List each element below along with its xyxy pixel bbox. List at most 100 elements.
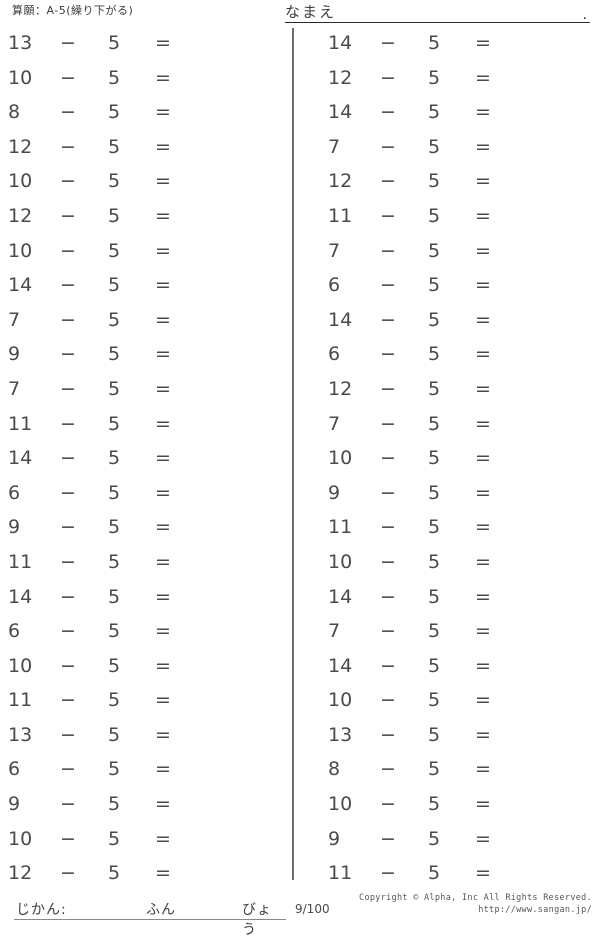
equals-sign-icon: = [475, 274, 491, 297]
answer-input-slot[interactable] [182, 445, 262, 471]
problem-operand-b: 5 [108, 793, 121, 816]
minus-operator-icon: − [380, 689, 396, 712]
answer-input-slot[interactable] [502, 134, 582, 160]
problem-row: 14 − 5 = [0, 272, 290, 307]
problem-operand-b: 5 [428, 516, 441, 539]
answer-input-slot[interactable] [502, 411, 582, 437]
answer-input-slot[interactable] [502, 584, 582, 610]
answer-input-slot[interactable] [182, 549, 262, 575]
problem-row: 9 − 5 = [0, 514, 290, 549]
problem-operand-a: 11 [8, 689, 33, 712]
answer-input-slot[interactable] [502, 826, 582, 852]
problem-operand-a: 11 [8, 550, 33, 573]
answer-input-slot[interactable] [182, 65, 262, 91]
name-write-line[interactable] [285, 22, 590, 23]
minus-operator-icon: − [60, 377, 76, 400]
answer-input-slot[interactable] [182, 826, 262, 852]
problem-row: 14 − 5 = [300, 30, 590, 65]
answer-input-slot[interactable] [182, 411, 262, 437]
problem-row: 6 − 5 = [300, 341, 590, 376]
problem-operand-b: 5 [428, 377, 441, 400]
equals-sign-icon: = [155, 274, 171, 297]
equals-sign-icon: = [475, 377, 491, 400]
equals-sign-icon: = [475, 135, 491, 158]
answer-input-slot[interactable] [502, 238, 582, 264]
answer-input-slot[interactable] [182, 791, 262, 817]
answer-input-slot[interactable] [502, 376, 582, 402]
equals-sign-icon: = [475, 758, 491, 781]
answer-input-slot[interactable] [502, 618, 582, 644]
answer-input-slot[interactable] [502, 756, 582, 782]
answer-input-slot[interactable] [182, 860, 262, 886]
answer-input-slot[interactable] [182, 30, 262, 56]
answer-input-slot[interactable] [502, 65, 582, 91]
answer-input-slot[interactable] [502, 653, 582, 679]
name-field-area[interactable]: なまえ . [285, 0, 590, 26]
answer-input-slot[interactable] [502, 99, 582, 125]
answer-input-slot[interactable] [502, 168, 582, 194]
answer-input-slot[interactable] [502, 514, 582, 540]
answer-input-slot[interactable] [182, 341, 262, 367]
answer-input-slot[interactable] [502, 791, 582, 817]
problem-row: 7 − 5 = [0, 307, 290, 342]
problem-row: 8 − 5 = [300, 756, 590, 791]
minus-operator-icon: − [380, 516, 396, 539]
answer-input-slot[interactable] [502, 687, 582, 713]
answer-input-slot[interactable] [182, 99, 262, 125]
equals-sign-icon: = [475, 66, 491, 89]
problem-operand-b: 5 [428, 308, 441, 331]
answer-input-slot[interactable] [502, 341, 582, 367]
answer-input-slot[interactable] [502, 480, 582, 506]
problem-operand-b: 5 [108, 758, 121, 781]
problem-operand-b: 5 [108, 274, 121, 297]
problem-row: 6 − 5 = [0, 618, 290, 653]
answer-input-slot[interactable] [182, 307, 262, 333]
answer-input-slot[interactable] [182, 584, 262, 610]
answer-input-slot[interactable] [502, 272, 582, 298]
minus-operator-icon: − [60, 101, 76, 124]
time-record-area[interactable]: じかん: ふん びょう [14, 898, 286, 938]
answer-input-slot[interactable] [182, 722, 262, 748]
minus-operator-icon: − [60, 343, 76, 366]
time-write-line[interactable] [14, 919, 286, 920]
minus-operator-icon: − [380, 827, 396, 850]
equals-sign-icon: = [155, 101, 171, 124]
answer-input-slot[interactable] [182, 687, 262, 713]
answer-input-slot[interactable] [182, 480, 262, 506]
equals-sign-icon: = [155, 412, 171, 435]
answer-input-slot[interactable] [182, 203, 262, 229]
problem-operand-a: 6 [328, 274, 341, 297]
answer-input-slot[interactable] [182, 376, 262, 402]
problem-operand-a: 13 [8, 32, 33, 54]
answer-input-slot[interactable] [502, 307, 582, 333]
page-number: 9/100 [295, 902, 330, 916]
problem-operand-a: 7 [328, 412, 341, 435]
problem-operand-a: 11 [328, 516, 353, 539]
answer-input-slot[interactable] [182, 653, 262, 679]
answer-input-slot[interactable] [182, 238, 262, 264]
answer-input-slot[interactable] [502, 722, 582, 748]
problem-row: 10 − 5 = [300, 791, 590, 826]
answer-input-slot[interactable] [502, 30, 582, 56]
answer-input-slot[interactable] [502, 203, 582, 229]
answer-input-slot[interactable] [182, 618, 262, 644]
answer-input-slot[interactable] [182, 514, 262, 540]
answer-input-slot[interactable] [182, 168, 262, 194]
problem-operand-b: 5 [108, 66, 121, 89]
problem-operand-b: 5 [108, 135, 121, 158]
problem-operand-b: 5 [428, 585, 441, 608]
page-title: 算願：A-5(繰り下がる) [12, 4, 134, 17]
problem-row: 7 − 5 = [300, 618, 590, 653]
answer-input-slot[interactable] [182, 134, 262, 160]
answer-input-slot[interactable] [502, 445, 582, 471]
answer-input-slot[interactable] [502, 549, 582, 575]
minus-operator-icon: − [380, 66, 396, 89]
answer-input-slot[interactable] [182, 272, 262, 298]
name-label: なまえ [285, 3, 337, 21]
problem-operand-b: 5 [108, 32, 121, 54]
answer-input-slot[interactable] [502, 860, 582, 886]
problem-row: 12 − 5 = [300, 168, 590, 203]
answer-input-slot[interactable] [182, 756, 262, 782]
equals-sign-icon: = [155, 827, 171, 850]
minus-operator-icon: − [60, 793, 76, 816]
